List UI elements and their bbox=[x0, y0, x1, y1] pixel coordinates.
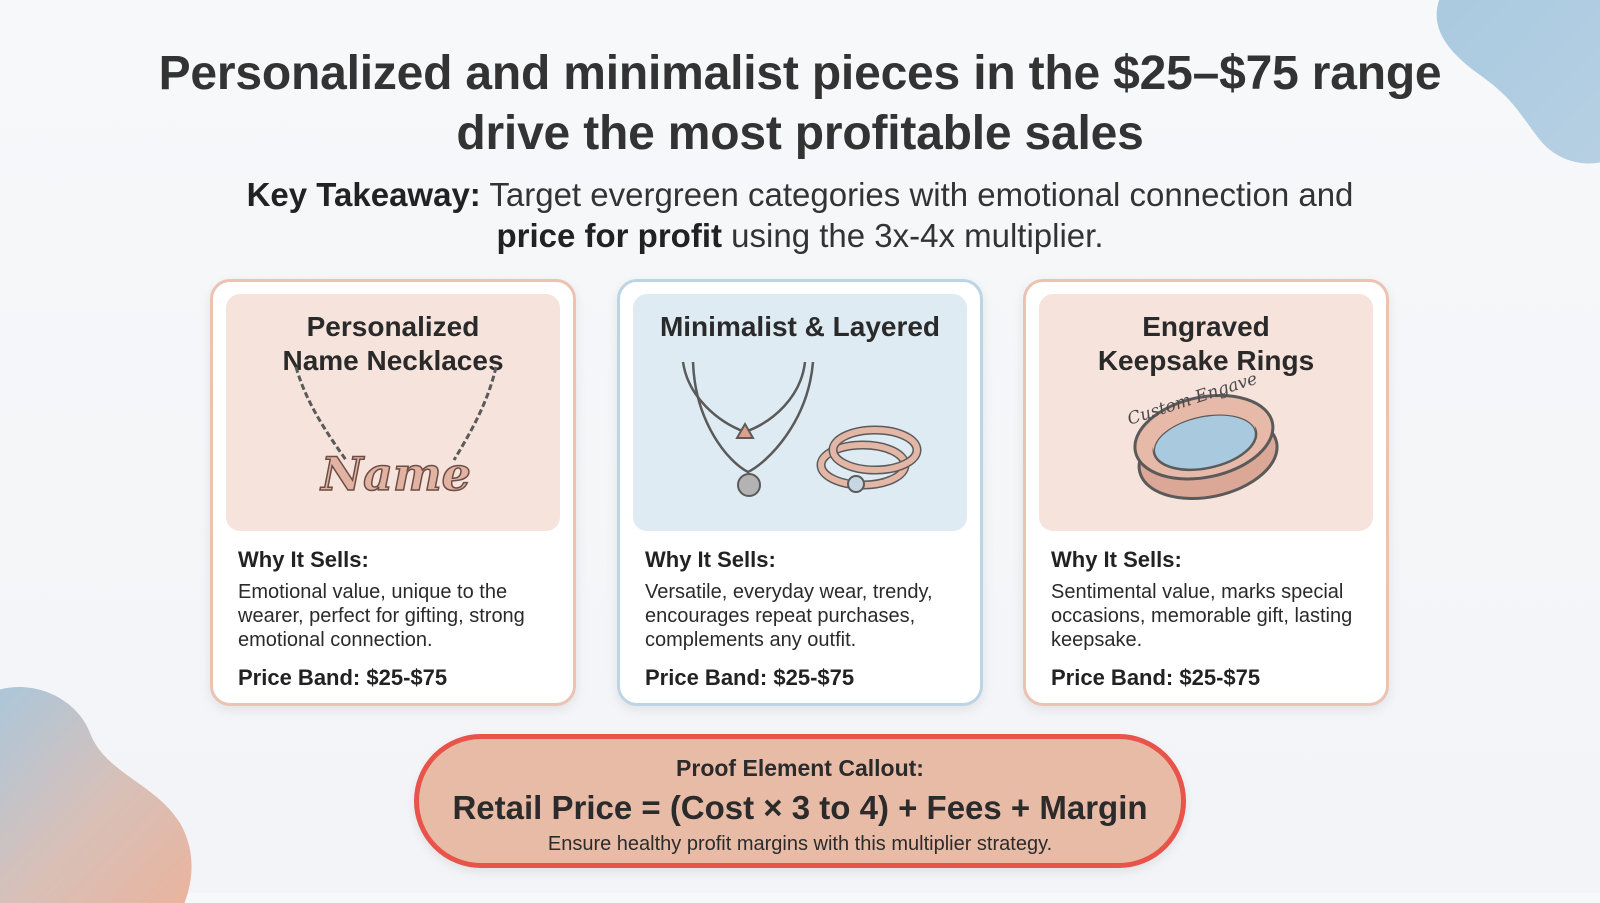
card-title: Minimalist & Layered bbox=[659, 311, 941, 342]
decorative-blob-bottom-left bbox=[0, 686, 192, 903]
card-minimalist-layered: Minimalist & Layered Why It Sells: Versa… bbox=[617, 279, 983, 706]
card-engraved-keepsake-rings: Engraved Keepsake Rings Custom Engave Wh… bbox=[1023, 279, 1389, 706]
stacked-rings-icon bbox=[816, 425, 922, 493]
price-band: Price Band: $25-$75 bbox=[1051, 665, 1261, 690]
takeaway-text-1: Target evergreen categories with emotion… bbox=[489, 176, 1354, 213]
why-label: Why It Sells: bbox=[1051, 547, 1182, 572]
key-takeaway: Key Takeaway: Target evergreen categorie… bbox=[120, 174, 1480, 256]
decorative-blob-top-right bbox=[1436, 0, 1600, 164]
card-panel bbox=[226, 294, 560, 531]
card-personalized-name-necklaces: Personalized Name Necklaces Name Why It … bbox=[210, 279, 576, 706]
price-band: Price Band: $25-$75 bbox=[645, 665, 855, 690]
callout-note: Ensure healthy profit margins with this … bbox=[547, 833, 1053, 855]
callout-label: Proof Element Callout: bbox=[676, 755, 924, 781]
card-description: Versatile, everyday wear, trendy, encour… bbox=[645, 581, 933, 651]
price-band: Price Band: $25-$75 bbox=[238, 665, 448, 690]
card-description: Sentimental value, marks special occasio… bbox=[1051, 581, 1353, 651]
card-title: Engraved Keepsake Rings bbox=[1097, 311, 1315, 376]
card-description: Emotional value, unique to the wearer, p… bbox=[238, 581, 525, 651]
page-title: Personalized and minimalist pieces in th… bbox=[158, 47, 1442, 160]
card-title: Personalized Name Necklaces bbox=[282, 311, 504, 376]
layered-necklace-icon bbox=[681, 362, 922, 497]
pricing-formula: Retail Price = (Cost × 3 to 4) + Fees + … bbox=[452, 789, 1148, 826]
takeaway-bold: price for profit bbox=[496, 217, 722, 254]
takeaway-label: Key Takeaway: bbox=[246, 176, 481, 213]
name-necklace-icon: Name bbox=[294, 366, 498, 502]
proof-element-callout: Proof Element Callout: Retail Price = (C… bbox=[414, 734, 1186, 868]
why-label: Why It Sells: bbox=[238, 547, 369, 572]
why-label: Why It Sells: bbox=[645, 547, 776, 572]
takeaway-text-2: using the 3x-4x multiplier. bbox=[731, 217, 1104, 254]
svg-text:Name: Name bbox=[319, 447, 471, 501]
engraved-ring-icon: Custom Engave bbox=[1125, 369, 1279, 501]
